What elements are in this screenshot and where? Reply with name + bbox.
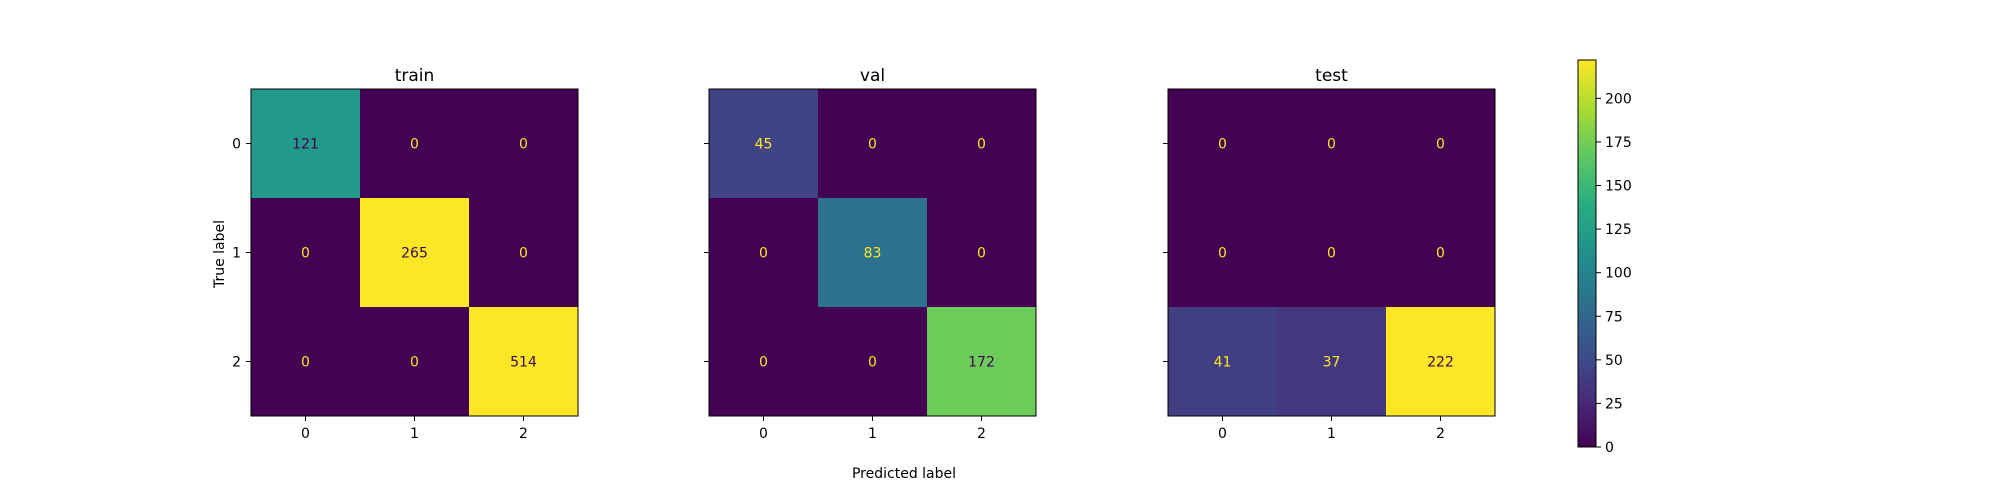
colorbar-tick-label: 175 — [1605, 135, 1632, 151]
y-tick-label: 1 — [232, 246, 241, 262]
cell-r1-c0 — [251, 198, 361, 308]
x-tick-label: 2 — [1436, 426, 1445, 442]
cell-r2-c0 — [709, 307, 819, 417]
cell-value-label: 0 — [1218, 246, 1227, 262]
cell-value-label: 83 — [864, 246, 882, 262]
colorbar-frame — [1577, 59, 1597, 448]
cell-r0-c2 — [469, 89, 579, 199]
colorbar-tick-label: 125 — [1605, 222, 1632, 238]
cell-r0-c0 — [709, 89, 819, 199]
cell-value-label: 172 — [968, 355, 995, 371]
cell-r1-c1 — [818, 198, 928, 308]
cell-value-label: 0 — [977, 246, 986, 262]
colorbar-tick-label: 0 — [1605, 440, 1614, 456]
cell-r1-c0 — [1168, 198, 1278, 308]
panel-title: val — [860, 66, 885, 86]
predicted-label-axis-title: Predicted label — [852, 466, 956, 482]
cell-r1-c1 — [360, 198, 470, 308]
cell-value-label: 45 — [755, 137, 773, 153]
cell-value-label: 0 — [519, 246, 528, 262]
cell-value-label: 0 — [1436, 246, 1445, 262]
cell-value-label: 0 — [759, 355, 768, 371]
y-tick-label: 0 — [232, 137, 241, 153]
cell-value-label: 0 — [868, 137, 877, 153]
cell-r2-c0 — [1168, 307, 1278, 417]
x-tick-label: 2 — [519, 426, 528, 442]
cell-value-label: 41 — [1214, 355, 1232, 371]
cell-value-label: 0 — [1327, 246, 1336, 262]
cell-r1-c2 — [469, 198, 579, 308]
colorbar-tick-label: 100 — [1605, 266, 1632, 282]
cell-r0-c0 — [251, 89, 361, 199]
cell-value-label: 0 — [759, 246, 768, 262]
cell-r0-c2 — [1386, 89, 1496, 199]
cell-value-label: 0 — [1436, 137, 1445, 153]
colorbar: 0 25 50 75 100 125 150 175 200 — [1577, 59, 1632, 456]
colorbar-tick-label: 50 — [1605, 353, 1623, 369]
cell-r0-c2 — [927, 89, 1037, 199]
cell-value-label: 0 — [977, 137, 986, 153]
cell-value-label: 0 — [410, 355, 419, 371]
panel-train: train 121 0 0 0 265 0 0 0 514 0 1 2 0 1 2 — [232, 66, 579, 442]
panel-title: test — [1315, 66, 1348, 86]
cell-value-label: 0 — [410, 137, 419, 153]
cell-value-label: 265 — [401, 246, 428, 262]
colorbar-tick-label: 200 — [1605, 91, 1632, 107]
cell-value-label: 222 — [1427, 355, 1454, 371]
x-tick-label: 0 — [301, 426, 310, 442]
x-tick-label: 1 — [410, 426, 419, 442]
x-tick-label: 1 — [1327, 426, 1336, 442]
cell-value-label: 0 — [868, 355, 877, 371]
panel-val: val 45 0 0 0 83 0 0 0 172 0 1 2 — [704, 66, 1037, 442]
cell-r2-c1 — [1277, 307, 1387, 417]
cell-r2-c1 — [818, 307, 928, 417]
x-tick-label: 0 — [1218, 426, 1227, 442]
cell-value-label: 0 — [301, 246, 310, 262]
cell-value-label: 514 — [510, 355, 537, 371]
cell-r0-c1 — [360, 89, 470, 199]
cell-r0-c1 — [1277, 89, 1387, 199]
cell-r1-c0 — [709, 198, 819, 308]
cell-r2-c2 — [1386, 307, 1496, 417]
true-label-axis-title: True label — [212, 220, 228, 289]
cell-r1-c2 — [927, 198, 1037, 308]
y-tick-label: 2 — [232, 355, 241, 371]
colorbar-tick-label: 150 — [1605, 179, 1632, 195]
panel-title: train — [395, 66, 435, 86]
cell-r2-c0 — [251, 307, 361, 417]
cell-value-label: 0 — [301, 355, 310, 371]
x-tick-label: 0 — [759, 426, 768, 442]
x-tick-label: 2 — [977, 426, 986, 442]
cell-r1-c2 — [1386, 198, 1496, 308]
colorbar-tick-label: 25 — [1605, 396, 1623, 412]
cell-r2-c2 — [469, 307, 579, 417]
cell-value-label: 121 — [292, 137, 319, 153]
colorbar-tick-label: 75 — [1605, 309, 1623, 325]
cell-r1-c1 — [1277, 198, 1387, 308]
cell-r2-c2 — [927, 307, 1037, 417]
cell-value-label: 37 — [1323, 355, 1341, 371]
colorbar-gradient — [1578, 60, 1596, 447]
cell-value-label: 0 — [1218, 137, 1227, 153]
cell-r0-c0 — [1168, 89, 1278, 199]
x-tick-label: 1 — [868, 426, 877, 442]
cell-r0-c1 — [818, 89, 928, 199]
panel-test: test 0 0 0 0 0 0 41 37 222 0 1 2 — [1163, 66, 1496, 442]
cell-value-label: 0 — [1327, 137, 1336, 153]
cell-r2-c1 — [360, 307, 470, 417]
cell-value-label: 0 — [519, 137, 528, 153]
